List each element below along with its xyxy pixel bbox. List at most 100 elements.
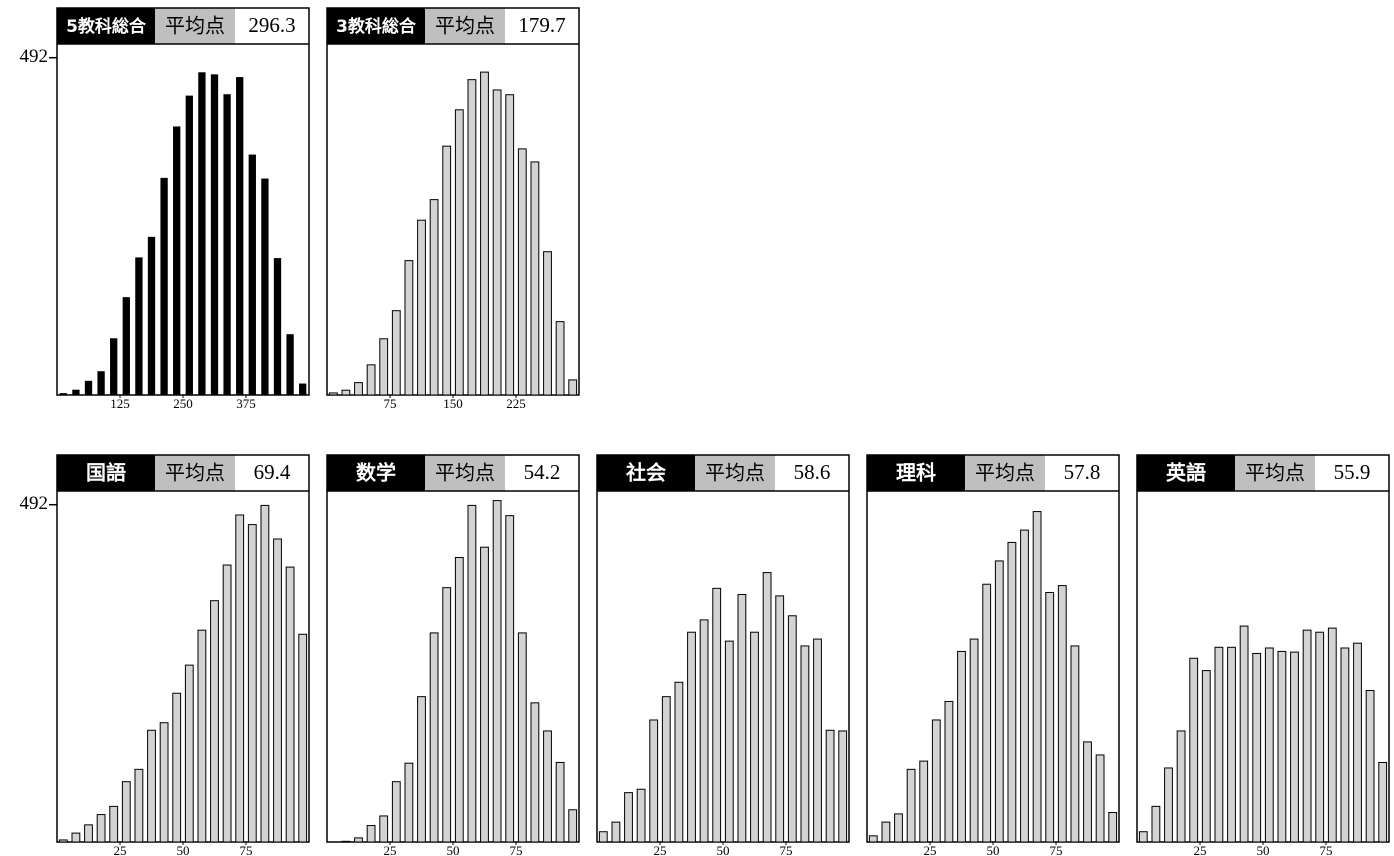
avg-label: 平均点 bbox=[165, 14, 225, 38]
bar bbox=[273, 538, 282, 843]
bar bbox=[505, 94, 515, 396]
avg-value: 69.4 bbox=[254, 460, 291, 484]
y-tick-label: 492 bbox=[20, 46, 49, 67]
x-tick-label: 75 bbox=[1320, 843, 1333, 856]
bar bbox=[429, 199, 439, 396]
bar bbox=[147, 729, 156, 843]
x-tick-label: 25 bbox=[1194, 843, 1207, 856]
title-box bbox=[327, 8, 425, 44]
avg-label: 平均点 bbox=[1245, 461, 1305, 485]
avg-label-box bbox=[155, 455, 235, 491]
bar bbox=[492, 89, 502, 396]
bar bbox=[969, 638, 979, 843]
panel bbox=[56, 454, 310, 843]
bar bbox=[1176, 730, 1186, 843]
bar bbox=[1057, 585, 1067, 843]
bar bbox=[135, 257, 143, 396]
bar bbox=[624, 792, 633, 843]
x-tick-label: 75 bbox=[384, 396, 397, 411]
bar bbox=[467, 79, 477, 396]
bar bbox=[982, 583, 992, 843]
bar bbox=[97, 371, 105, 396]
chart-title: 3教科総合 bbox=[336, 16, 417, 37]
x-tick-label: 50 bbox=[177, 843, 190, 856]
bar bbox=[750, 631, 759, 843]
bar bbox=[787, 615, 797, 843]
bar bbox=[568, 809, 578, 843]
bar bbox=[147, 236, 156, 396]
bar bbox=[59, 393, 67, 396]
bar bbox=[341, 389, 351, 396]
bar bbox=[1378, 761, 1388, 843]
bar bbox=[1252, 652, 1262, 843]
bar bbox=[286, 334, 294, 396]
bar bbox=[661, 696, 671, 843]
bar bbox=[379, 815, 389, 843]
bar bbox=[1239, 625, 1249, 843]
x-tick-label: 375 bbox=[236, 396, 256, 411]
avg-label: 平均点 bbox=[705, 461, 765, 485]
avg-label: 平均点 bbox=[435, 14, 495, 38]
x-tick-label: 25 bbox=[924, 843, 937, 856]
bar bbox=[366, 825, 376, 843]
bar bbox=[868, 835, 878, 843]
bar bbox=[1327, 627, 1337, 843]
bar bbox=[1227, 646, 1236, 843]
bar bbox=[825, 729, 835, 843]
bar bbox=[210, 600, 219, 843]
title-box bbox=[57, 455, 155, 491]
bar bbox=[328, 392, 338, 396]
bar bbox=[379, 338, 389, 396]
bar bbox=[417, 219, 426, 396]
bar bbox=[492, 500, 502, 843]
bar bbox=[236, 77, 244, 396]
x-tick-label: 50 bbox=[1257, 843, 1270, 856]
title-box bbox=[327, 455, 425, 491]
x-tick-label: 225 bbox=[506, 396, 526, 411]
bar bbox=[1007, 541, 1017, 843]
bar bbox=[134, 768, 144, 843]
panel bbox=[596, 454, 850, 843]
chart-title: 国語 bbox=[86, 461, 126, 485]
bar bbox=[442, 145, 452, 396]
bar bbox=[273, 258, 282, 396]
bar bbox=[530, 702, 540, 843]
bar bbox=[1189, 657, 1199, 843]
bar bbox=[737, 594, 747, 843]
bar bbox=[71, 832, 81, 843]
panel bbox=[56, 7, 310, 396]
bar bbox=[636, 788, 646, 843]
bar bbox=[1151, 805, 1161, 843]
bar bbox=[881, 821, 891, 843]
bar bbox=[121, 781, 131, 843]
bar bbox=[260, 504, 270, 843]
bar bbox=[543, 730, 552, 843]
avg-label-box bbox=[425, 455, 505, 491]
bar bbox=[58, 839, 68, 843]
panel bbox=[326, 7, 580, 396]
title-box bbox=[597, 455, 695, 491]
chart-title: 社会 bbox=[625, 461, 666, 485]
avg-label-box bbox=[155, 8, 235, 44]
avg-label: 平均点 bbox=[435, 461, 495, 485]
avg-value: 57.8 bbox=[1064, 460, 1101, 484]
bar bbox=[1045, 591, 1055, 843]
bar bbox=[110, 338, 118, 396]
bar bbox=[1108, 812, 1118, 843]
bar bbox=[687, 631, 696, 843]
y-tick-label: 492 bbox=[20, 493, 49, 514]
panel bbox=[1136, 454, 1390, 843]
chart-title: 理科 bbox=[896, 461, 936, 485]
bar bbox=[1020, 529, 1029, 843]
bar bbox=[944, 700, 954, 843]
x-tick-label: 25 bbox=[384, 843, 397, 856]
bar bbox=[198, 72, 206, 396]
bar bbox=[247, 524, 257, 843]
bar bbox=[341, 840, 351, 843]
avg-label-box bbox=[1235, 455, 1315, 491]
bar bbox=[649, 719, 659, 843]
bar bbox=[366, 364, 376, 396]
bar bbox=[1095, 754, 1105, 843]
bar bbox=[894, 813, 903, 843]
